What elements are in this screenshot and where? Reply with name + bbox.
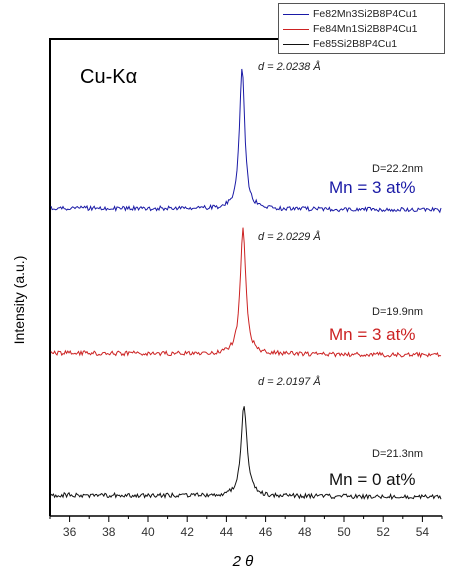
x-tick-label: 44: [220, 525, 234, 539]
legend-label: Fe85Si2B8P4Cu1: [313, 38, 398, 50]
series-line: [50, 227, 442, 359]
series-line: [50, 406, 442, 501]
x-axis-label: 2 θ: [232, 553, 254, 570]
x-tick-label: 50: [337, 525, 351, 539]
legend-swatch: [283, 13, 309, 15]
legend: Fe82Mn3Si2B8P4Cu1 Fe84Mn1Si2B8P4Cu1 Fe85…: [278, 3, 445, 54]
crystallite-size-label: D=22.2nm: [372, 163, 423, 175]
d-spacing-label: d = 2.0229 Å: [258, 230, 321, 243]
crystallite-size-label: D=19.9nm: [372, 306, 423, 318]
x-tick-label: 46: [259, 525, 273, 539]
annotations: d = 2.0238 Å D=22.2nm Mn = 3 at% d = 2.0229…: [258, 60, 423, 489]
legend-entry: Fe82Mn3Si2B8P4Cu1: [283, 6, 417, 22]
crystallite-size-label: D=21.3nm: [372, 448, 423, 460]
x-tick-label: 38: [102, 525, 116, 539]
mn-content-label: Mn = 0 at%: [329, 470, 415, 489]
legend-entry: Fe85Si2B8P4Cu1: [283, 36, 397, 52]
x-tick-label: 54: [416, 525, 430, 539]
x-tick-label: 48: [298, 525, 312, 539]
x-ticks: 36 38 40 42 44 46 48 50 52 54: [49, 516, 443, 539]
series-line: [50, 68, 442, 214]
y-axis-label: Intensity (a.u.): [11, 256, 27, 345]
legend-swatch: [283, 28, 309, 30]
x-tick-label: 52: [377, 525, 391, 539]
x-tick-label: 36: [63, 525, 77, 539]
x-tick-label: 42: [181, 525, 195, 539]
mn-content-label: Mn = 3 at%: [329, 178, 415, 197]
d-spacing-label: d = 2.0197 Å: [258, 375, 321, 388]
legend-swatch: [283, 43, 309, 45]
legend-entry: Fe84Mn1Si2B8P4Cu1: [283, 21, 417, 37]
d-spacing-label: d = 2.0238 Å: [258, 60, 321, 73]
mn-content-label: Mn = 3 at%: [329, 325, 415, 344]
legend-label: Fe84Mn1Si2B8P4Cu1: [313, 23, 418, 35]
legend-label: Fe82Mn3Si2B8P4Cu1: [313, 8, 418, 20]
series-curves: [50, 68, 442, 501]
chart-title: Cu-Kα: [80, 66, 137, 88]
x-tick-label: 40: [141, 525, 155, 539]
